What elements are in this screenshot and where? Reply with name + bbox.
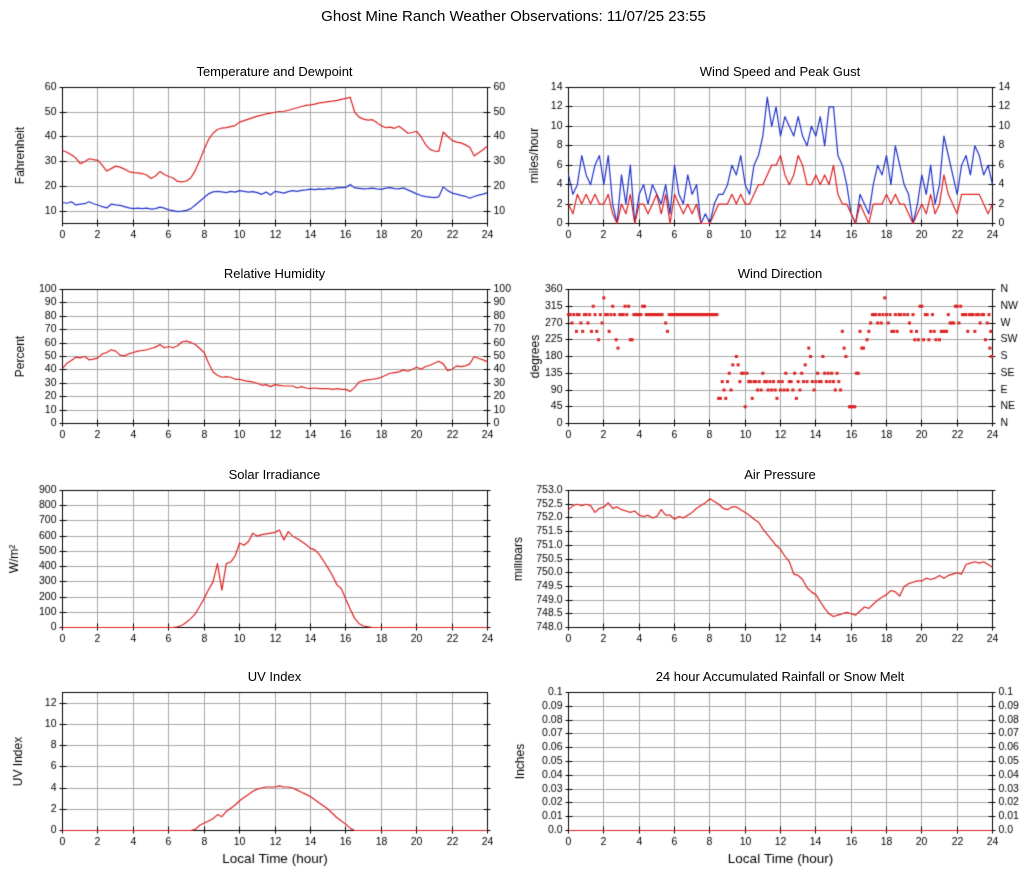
solar-irradiance-canvas xyxy=(0,455,514,660)
wind-direction-canvas xyxy=(514,252,1027,455)
relative-humidity-canvas xyxy=(0,252,514,455)
chart-air-pressure: Air Pressure xyxy=(514,455,1027,660)
wind-speed-gust-canvas xyxy=(514,40,1027,252)
chart-solar-irradiance: Solar Irradiance xyxy=(0,455,514,660)
page-title: Ghost Mine Ranch Weather Observations: 1… xyxy=(321,8,706,25)
uv-index-canvas xyxy=(0,660,514,878)
chart-temperature-dewpoint: Temperature and Dewpoint xyxy=(0,40,514,252)
rainfall-canvas xyxy=(514,660,1027,878)
air-pressure-canvas xyxy=(514,455,1027,660)
chart-rainfall: 24 hour Accumulated Rainfall or Snow Mel… xyxy=(514,660,1027,878)
chart-wind-speed-gust: Wind Speed and Peak Gust xyxy=(514,40,1027,252)
chart-uv-index: UV Index xyxy=(0,660,514,878)
temperature-dewpoint-canvas xyxy=(0,40,514,252)
chart-relative-humidity: Relative Humidity xyxy=(0,252,514,455)
chart-wind-direction: Wind Direction xyxy=(514,252,1027,455)
